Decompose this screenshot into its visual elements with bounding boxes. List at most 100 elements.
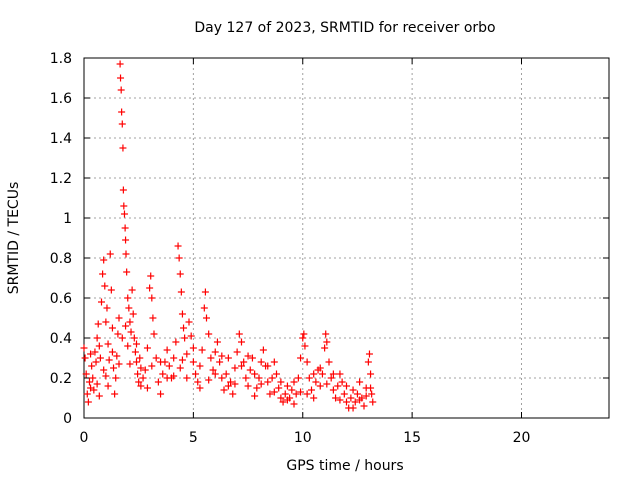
data-point	[83, 390, 91, 398]
data-point	[146, 284, 154, 292]
data-point	[89, 374, 97, 382]
data-point	[157, 390, 165, 398]
data-point	[119, 186, 127, 194]
data-point	[180, 324, 188, 332]
data-point	[308, 386, 315, 394]
data-point	[104, 340, 112, 348]
data-point	[257, 380, 265, 388]
data-point	[321, 344, 329, 352]
data-point	[139, 374, 147, 382]
data-point	[318, 370, 326, 378]
data-point	[85, 378, 93, 386]
data-point	[99, 270, 107, 278]
data-point	[356, 396, 364, 404]
grid	[84, 58, 609, 418]
data-point	[283, 382, 291, 390]
data-point	[92, 358, 100, 366]
data-point	[259, 346, 267, 354]
data-point	[102, 372, 110, 380]
data-point	[244, 352, 252, 360]
data-point	[148, 362, 156, 370]
data-point	[368, 390, 376, 398]
y-axis-label: SRMTID / TECUs	[6, 182, 22, 295]
data-point	[305, 374, 313, 382]
data-point	[264, 378, 272, 386]
data-point	[189, 358, 197, 366]
data-point	[111, 390, 119, 398]
data-point	[231, 364, 239, 372]
data-point	[108, 324, 116, 332]
data-point	[343, 398, 350, 406]
data-point	[102, 318, 110, 326]
data-point	[126, 360, 134, 368]
data-point	[198, 346, 206, 354]
data-point	[336, 370, 344, 378]
data-point	[170, 372, 178, 380]
data-point	[244, 382, 252, 390]
data-point	[264, 362, 272, 370]
data-point	[131, 348, 139, 356]
data-point	[349, 404, 357, 412]
data-point	[248, 354, 256, 362]
data-point	[136, 354, 144, 362]
data-point	[203, 314, 210, 322]
data-point	[220, 386, 228, 394]
data-point	[130, 334, 138, 342]
y-tick-label: 0	[63, 411, 72, 427]
data-point	[101, 282, 109, 290]
data-point	[322, 330, 330, 338]
data-point	[154, 378, 162, 386]
data-point	[327, 374, 335, 382]
data-point	[201, 288, 209, 296]
data-point	[120, 210, 128, 218]
data-point	[185, 318, 193, 326]
data-point	[343, 382, 350, 390]
data-point	[176, 270, 184, 278]
data-point	[163, 346, 171, 354]
data-point	[332, 394, 340, 402]
data-point	[152, 354, 160, 362]
data-point	[277, 378, 285, 386]
data-point	[312, 378, 320, 386]
data-point	[93, 334, 101, 342]
data-point	[143, 384, 151, 392]
data-point	[125, 304, 133, 312]
x-tick-label: 5	[189, 430, 198, 446]
data-point	[118, 108, 126, 116]
data-point	[172, 338, 180, 346]
data-point	[233, 348, 241, 356]
data-point	[227, 378, 235, 386]
data-point	[242, 374, 250, 382]
data-point	[205, 330, 213, 338]
data-point	[288, 386, 296, 394]
data-point	[338, 378, 346, 386]
data-point	[257, 358, 265, 366]
data-point	[122, 236, 130, 244]
data-point	[82, 370, 90, 378]
data-point	[300, 330, 308, 338]
data-point	[266, 390, 274, 398]
data-point	[347, 394, 355, 402]
data-point	[340, 390, 348, 398]
data-point	[117, 74, 125, 82]
data-point	[106, 250, 114, 258]
data-point	[246, 366, 254, 374]
data-point	[100, 366, 108, 374]
data-point	[297, 388, 305, 396]
data-point	[88, 362, 96, 370]
data-point	[149, 314, 157, 322]
data-point	[329, 386, 337, 394]
data-point	[362, 392, 370, 400]
y-tick-label: 0.6	[50, 291, 72, 307]
data-point	[148, 294, 156, 302]
data-point	[209, 366, 217, 374]
data-point	[133, 358, 140, 366]
data-point	[303, 358, 311, 366]
data-point	[108, 348, 116, 356]
y-tick-label: 0.4	[50, 331, 72, 347]
data-point	[238, 362, 245, 370]
data-point	[96, 354, 104, 362]
data-point	[303, 390, 311, 398]
data-point	[115, 360, 123, 368]
data-point	[360, 402, 368, 410]
